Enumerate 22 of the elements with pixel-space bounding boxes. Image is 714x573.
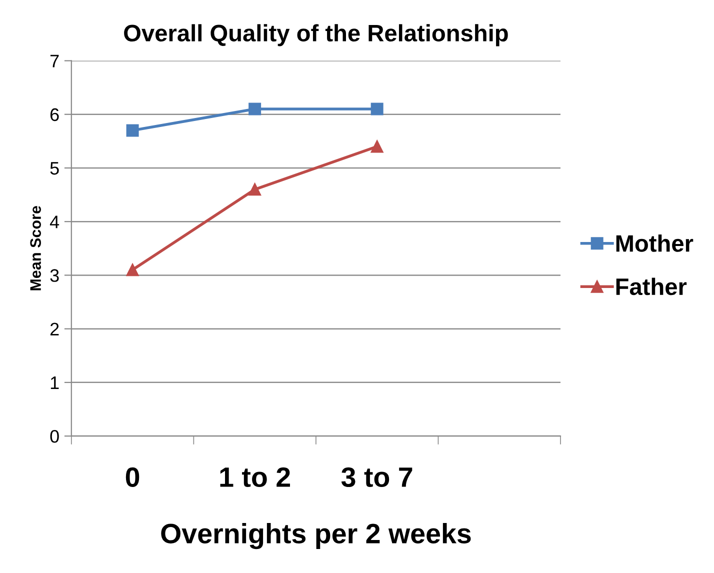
x-tick-label: 3 to 7 bbox=[341, 467, 412, 488]
y-tick-label: 0 bbox=[50, 430, 59, 443]
point bbox=[126, 124, 139, 137]
x-tick-label: 0 bbox=[126, 467, 140, 488]
chart-title: Overall Quality of the Relationship bbox=[124, 24, 508, 46]
x-tick-label: 1 to 2 bbox=[220, 467, 290, 488]
y-tick-label: 3 bbox=[50, 269, 59, 282]
legend-label: Mother bbox=[616, 234, 694, 252]
point bbox=[370, 140, 384, 153]
legend-label: Father bbox=[616, 278, 687, 296]
y-axis-title: Mean Score bbox=[30, 206, 41, 290]
y-tick-label: 5 bbox=[50, 162, 59, 175]
y-tick-label: 7 bbox=[50, 54, 59, 68]
y-tick-label: 4 bbox=[50, 216, 60, 228]
y-tick-label: 1 bbox=[50, 376, 59, 389]
y-tick-label: 6 bbox=[50, 108, 59, 122]
point bbox=[126, 264, 139, 276]
point bbox=[370, 102, 384, 116]
x-axis-title: Overnights per 2 weeks bbox=[161, 523, 471, 550]
point bbox=[248, 102, 262, 116]
y-tick-label: 2 bbox=[50, 322, 59, 336]
point bbox=[248, 183, 262, 196]
